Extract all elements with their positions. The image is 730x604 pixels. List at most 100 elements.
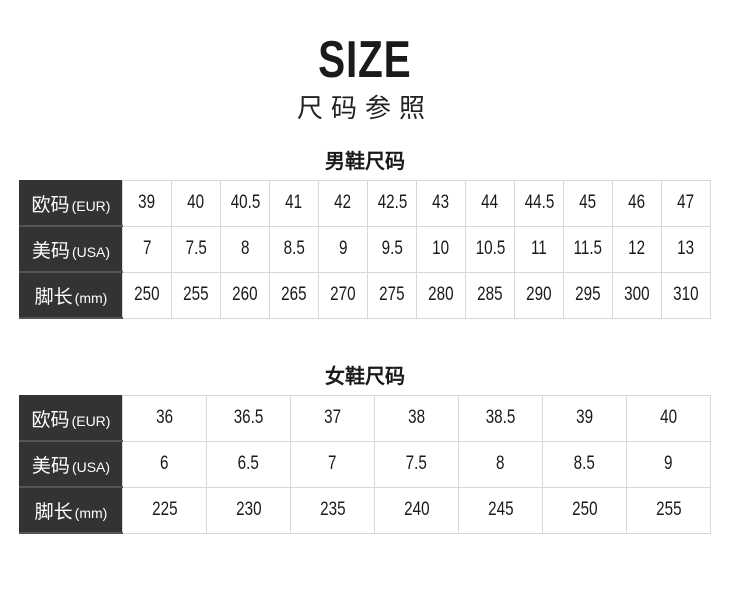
table-cell: 300: [612, 271, 662, 319]
table-cell: 42: [318, 180, 368, 227]
table-cell: 42.5: [367, 180, 417, 227]
table-cell: 8.5: [542, 440, 627, 488]
table-cell: 290: [514, 271, 564, 319]
row-header: 欧码 (EUR): [19, 395, 123, 442]
table-cell: 270: [318, 271, 368, 319]
table-cell: 11: [514, 225, 564, 273]
row-header: 脚长 (mm): [19, 487, 123, 534]
table-cell: 13: [661, 225, 711, 273]
table-cell: 250: [542, 486, 627, 534]
table-cell: 245: [458, 486, 543, 534]
cell-value: 40: [660, 407, 677, 429]
table-cell: 8: [220, 225, 270, 273]
row-unit: (mm): [74, 289, 108, 306]
table-cell: 12: [612, 225, 662, 273]
table-cell: 235: [290, 486, 375, 534]
cell-value: 37: [324, 407, 341, 429]
row-unit: (USA): [71, 458, 111, 475]
table-row: 欧码 (EUR) 36 36.5 37 38 38.5 39 40: [19, 395, 711, 442]
title-text: SIZE: [318, 31, 412, 89]
table-cell: 45: [563, 180, 613, 227]
cell-value: 41: [285, 192, 303, 214]
table-cell: 36.5: [206, 395, 291, 442]
table-cell: 40.5: [220, 180, 270, 227]
cell-value: 10: [432, 238, 450, 259]
row-unit: (mm): [74, 504, 108, 521]
table-cell: 230: [206, 486, 291, 534]
row-label: 欧码: [31, 194, 70, 216]
table-cell: 41: [269, 180, 319, 227]
cell-value: 38: [408, 407, 425, 429]
cell-value: 7: [328, 453, 337, 474]
row-unit: (EUR): [71, 197, 111, 214]
table-cell: 255: [171, 271, 221, 319]
table-cell: 310: [661, 271, 711, 319]
cell-value: 39: [138, 192, 156, 214]
men-size-table: 欧码 (EUR) 39 40 40.5 41 42 42.5 43 44 44.5 45 46 47 美码(…: [19, 180, 711, 319]
table-cell: 7: [122, 225, 172, 273]
table-row: 美码 (USA) 6 6.5 7 7.5 8 8.5 9: [19, 440, 711, 488]
table-cell: 250: [122, 271, 172, 319]
cell-value: 43: [432, 192, 450, 214]
cell-value: 45: [579, 192, 597, 214]
women-size-table: 欧码 (EUR) 36 36.5 37 38 38.5 39 40 美码 (USA) 6 6.5 7 7.5…: [19, 395, 711, 534]
cell-value: 250: [134, 284, 160, 305]
table-cell: 10: [416, 225, 466, 273]
table-cell: 9: [626, 440, 711, 488]
cell-value: 36.5: [233, 407, 264, 429]
cell-value: 6.5: [237, 453, 260, 474]
cell-value: 11: [531, 238, 547, 259]
table-cell: 39: [542, 395, 627, 442]
table-cell: 40: [626, 395, 711, 442]
table-cell: 7: [290, 440, 375, 488]
table-cell: 46: [612, 180, 662, 227]
cell-value: 270: [330, 284, 356, 305]
cell-value: 8: [240, 238, 250, 259]
page-title: SIZE: [0, 30, 730, 90]
cell-value: 8.5: [283, 238, 305, 259]
table-cell: 8: [458, 440, 543, 488]
cell-value: 7.5: [405, 453, 428, 474]
table-row: 脚长 (mm) 250 255 260 265 270 275 280 285 290 295 300 3…: [19, 271, 711, 319]
row-header: 欧码 (EUR): [19, 180, 123, 227]
cell-value: 300: [624, 284, 650, 305]
men-section-title: 男鞋尺码: [325, 151, 405, 173]
table-row: 脚长 (mm) 225 230 235 240 245 250 255: [19, 486, 711, 534]
table-cell: 280: [416, 271, 466, 319]
cell-value: 255: [183, 284, 209, 305]
cell-value: 46: [628, 192, 646, 214]
cell-value: 9.5: [381, 238, 403, 259]
cell-value: 10.5: [475, 238, 505, 259]
row-header: 美码 (USA): [19, 441, 123, 488]
cell-value: 295: [575, 284, 601, 305]
cell-value: 13: [677, 238, 695, 259]
cell-value: 38.5: [485, 407, 516, 429]
table-cell: 38.5: [458, 395, 543, 442]
table-cell: 9.5: [367, 225, 417, 273]
row-header: 脚长 (mm): [19, 272, 123, 319]
table-cell: 295: [563, 271, 613, 319]
table-row: 欧码 (EUR) 39 40 40.5 41 42 42.5 43 44 44.5 45 46 47: [19, 180, 711, 227]
table-cell: 10.5: [465, 225, 515, 273]
cell-value: 235: [319, 499, 346, 520]
table-cell: 40: [171, 180, 221, 227]
table-cell: 37: [290, 395, 375, 442]
cell-value: 36: [156, 407, 173, 429]
cell-value: 12: [628, 238, 646, 259]
cell-value: 44.5: [524, 192, 554, 214]
cell-value: 9: [664, 453, 673, 474]
table-cell: 39: [122, 180, 172, 227]
cell-value: 8.5: [573, 453, 596, 474]
cell-value: 290: [526, 284, 552, 305]
cell-value: 7: [142, 238, 152, 259]
cell-value: 42.5: [377, 192, 407, 214]
cell-value: 40.5: [230, 192, 260, 214]
cell-value: 11.5: [573, 238, 603, 259]
table-row: 美码 (USA) 7 7.5 8 8.5 9 9.5 10 10.5 11 11.5 12 13: [19, 225, 711, 273]
table-cell: 47: [661, 180, 711, 227]
women-section-title: 女鞋尺码: [325, 366, 405, 388]
table-cell: 6.5: [206, 440, 291, 488]
table-cell: 7.5: [171, 225, 221, 273]
cell-value: 240: [403, 499, 430, 520]
row-label: 美码: [31, 240, 70, 262]
